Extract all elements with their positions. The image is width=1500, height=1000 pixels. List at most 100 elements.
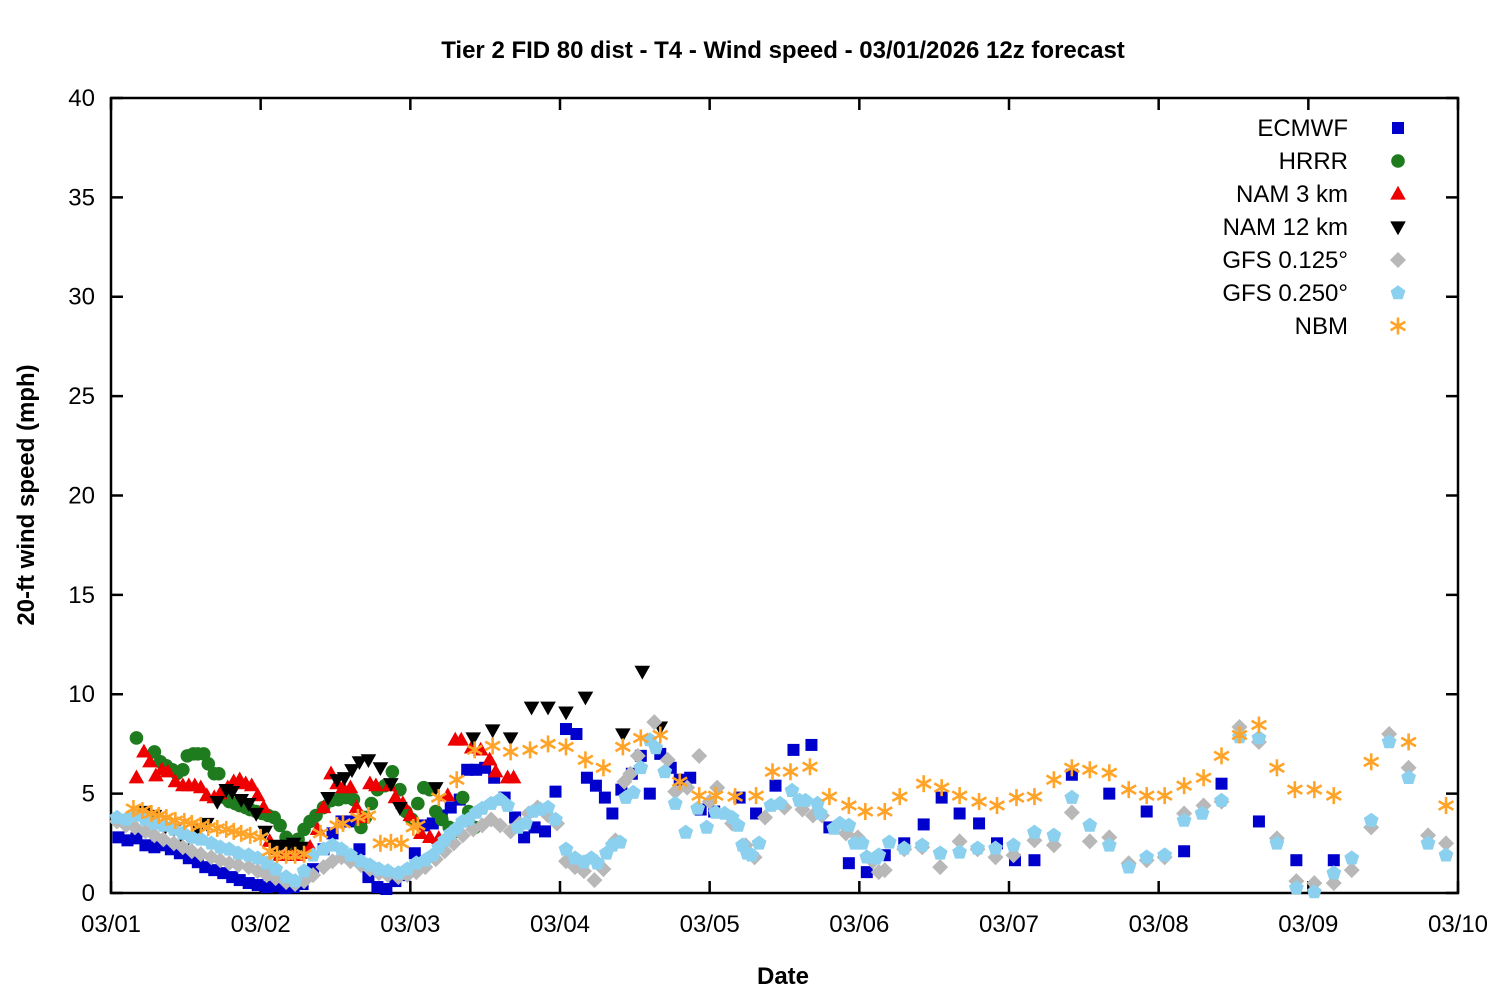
data-point-series-6 (1008, 789, 1025, 807)
data-point-series-5 (657, 764, 673, 779)
data-point-series-0 (1103, 787, 1116, 800)
data-point-series-0 (1215, 777, 1228, 790)
data-point-series-5 (813, 805, 828, 820)
data-point-series-6 (1063, 759, 1080, 777)
data-point-series-5 (648, 740, 664, 755)
data-point-series-6 (522, 741, 539, 759)
data-point-series-5 (633, 760, 649, 775)
data-point-series-6 (595, 759, 612, 777)
data-point-series-5 (871, 847, 887, 862)
data-point-series-6 (821, 788, 838, 806)
data-point-series-2 (348, 799, 365, 814)
data-point-series-6 (557, 738, 574, 756)
data-point-series-6 (915, 775, 932, 793)
data-point-series-6 (691, 787, 708, 805)
data-point-series-4 (646, 714, 663, 731)
data-point-series-3 (360, 754, 377, 769)
data-point-series-6 (409, 816, 426, 834)
legend-label-nbm: NBM (1295, 313, 1348, 340)
data-point-series-0 (643, 787, 656, 800)
data-point-series-2 (402, 807, 419, 822)
data-point-series-5 (914, 837, 930, 852)
data-point-series-0 (973, 817, 986, 830)
data-point-series-6 (1195, 769, 1212, 787)
data-point-series-6 (372, 834, 389, 852)
data-point-series-4 (951, 833, 968, 850)
legend-label-hrrr: HRRR (1279, 148, 1348, 175)
data-point-series-3 (540, 701, 556, 716)
series-nbm (125, 716, 1455, 864)
data-point-series-0 (589, 779, 602, 792)
data-point-series-0 (606, 807, 619, 820)
data-point-series-3 (351, 756, 368, 771)
data-point-series-5 (1194, 805, 1210, 820)
data-point-series-5 (1064, 789, 1080, 804)
legend-marker-hrrr (1391, 154, 1405, 168)
y-tick-20: 20 (68, 482, 95, 509)
data-point-series-6 (891, 788, 908, 806)
data-point-series-6 (1101, 764, 1118, 782)
data-point-series-2 (243, 777, 260, 792)
data-point-series-6 (632, 729, 649, 747)
data-point-series-0 (1290, 854, 1303, 867)
data-point-series-5 (772, 795, 788, 810)
x-tick-0304: 03/04 (530, 911, 590, 938)
data-point-series-3 (465, 732, 481, 747)
data-point-series-6 (801, 758, 818, 776)
data-point-series-5 (296, 863, 312, 878)
data-point-series-3 (484, 724, 501, 739)
data-point-series-6 (1231, 726, 1248, 744)
data-point-series-5 (1214, 792, 1229, 807)
data-point-series-1 (176, 762, 190, 777)
data-point-series-6 (183, 814, 200, 832)
data-point-series-3 (209, 795, 226, 810)
data-point-series-2 (368, 777, 384, 792)
data-point-series-5 (1363, 812, 1379, 827)
data-point-series-4 (691, 747, 708, 764)
x-axis-title: Date (757, 963, 809, 990)
data-point-series-5 (343, 847, 358, 862)
data-point-series-0 (805, 738, 818, 751)
data-point-series-1 (385, 764, 400, 779)
data-point-series-0 (1252, 815, 1265, 828)
data-point-series-5 (1381, 734, 1397, 749)
data-point-series-0 (1327, 854, 1340, 867)
data-point-series-3 (240, 797, 257, 812)
data-point-series-0 (539, 825, 552, 838)
data-point-series-5 (798, 792, 813, 807)
legend-label-gfs125: GFS 0.125° (1222, 247, 1348, 274)
legend-marker-gfs-0-250- (1390, 285, 1406, 300)
data-point-series-0 (953, 807, 966, 820)
data-point-series-5 (1438, 847, 1454, 862)
legend-label-gfs250: GFS 0.250° (1222, 280, 1348, 307)
data-point-series-0 (787, 743, 800, 756)
data-point-series-3 (427, 782, 444, 796)
y-tick-0: 0 (82, 880, 95, 907)
data-point-series-6 (1363, 753, 1380, 771)
data-point-series-6 (1176, 777, 1193, 795)
data-point-series-1 (364, 796, 379, 811)
data-point-series-4 (586, 872, 603, 889)
legend-label-ecmwf: ECMWF (1257, 115, 1348, 142)
data-point-series-3 (248, 807, 264, 822)
legend-marker-nam-3-km (1390, 185, 1406, 200)
data-point-series-6 (1325, 787, 1342, 805)
data-point-series-2 (212, 785, 229, 800)
data-point-series-5 (1121, 859, 1137, 874)
data-point-series-2 (315, 799, 332, 814)
data-point-series-6 (540, 735, 557, 753)
data-point-series-4 (659, 751, 676, 768)
data-point-series-1 (273, 818, 287, 833)
data-point-series-5 (841, 817, 857, 832)
data-point-series-6 (933, 779, 950, 797)
y-tick-10: 10 (68, 681, 95, 708)
data-point-series-0 (1028, 854, 1041, 867)
data-point-series-6 (577, 751, 594, 769)
x-axis-tick-labels: 03/01 03/02 03/03 03/04 03/05 03/06 03/0… (81, 911, 1488, 938)
data-point-series-6 (430, 789, 447, 807)
data-point-series-0 (842, 857, 855, 870)
data-point-series-5 (612, 834, 628, 849)
data-point-series-2 (487, 763, 504, 778)
